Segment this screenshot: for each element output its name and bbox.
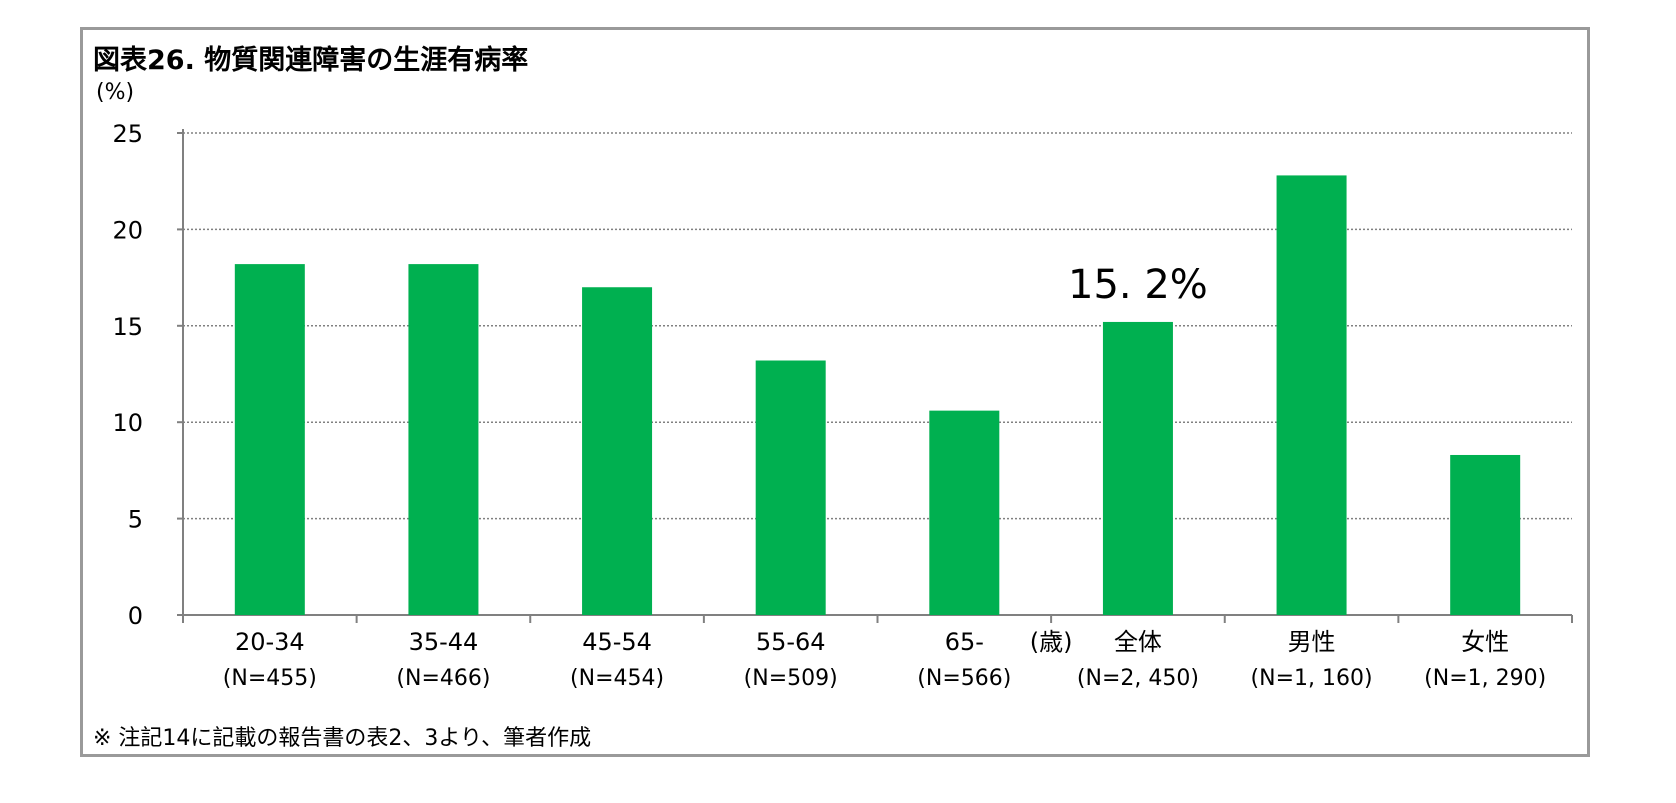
bar-2: [408, 264, 479, 615]
bar-4: [755, 360, 826, 615]
x-category-label: 55-64: [756, 628, 826, 656]
y-axis-unit-label: (%): [96, 80, 135, 105]
y-tick-label: 0: [128, 602, 143, 630]
x-category-n-label: (N=1, 290): [1424, 666, 1546, 691]
x-category-label: 全体: [1114, 628, 1162, 656]
x-category-label: 35-44: [409, 628, 479, 656]
x-category-n-label: (N=566): [917, 666, 1011, 691]
bar-5: [929, 410, 1000, 615]
bar-3: [582, 287, 653, 615]
y-tick-label: 25: [112, 120, 143, 148]
bar-8: [1450, 454, 1521, 615]
bar-6: [1102, 321, 1173, 615]
chart-title: 図表26. 物質関連障害の生涯有病率: [93, 45, 529, 76]
y-tick-label: 15: [112, 313, 143, 341]
x-category-n-label: (N=466): [396, 666, 490, 691]
x-category-n-label: (N=509): [744, 666, 838, 691]
x-category-n-label: (N=454): [570, 666, 664, 691]
source-note: ※ 注記14に記載の報告書の表2、3より、筆者作成: [93, 726, 592, 751]
x-category-label: 65-: [945, 628, 984, 656]
age-group-unit-label: (歳): [1030, 628, 1073, 656]
x-category-label: 女性: [1461, 628, 1509, 656]
bar-7: [1276, 175, 1347, 615]
x-category-label: 45-54: [582, 628, 652, 656]
y-tick-label: 5: [128, 506, 143, 534]
overall-rate-annotation: 15. 2%: [1068, 262, 1208, 308]
y-tick-label: 10: [112, 409, 143, 437]
y-tick-label: 20: [112, 216, 143, 244]
x-category-label: 男性: [1288, 628, 1336, 656]
chart-frame: [80, 27, 1590, 757]
x-category-n-label: (N=455): [223, 666, 317, 691]
bar-1: [234, 264, 305, 615]
x-category-n-label: (N=1, 160): [1251, 666, 1373, 691]
x-category-n-label: (N=2, 450): [1077, 666, 1199, 691]
x-category-label: 20-34: [235, 628, 305, 656]
